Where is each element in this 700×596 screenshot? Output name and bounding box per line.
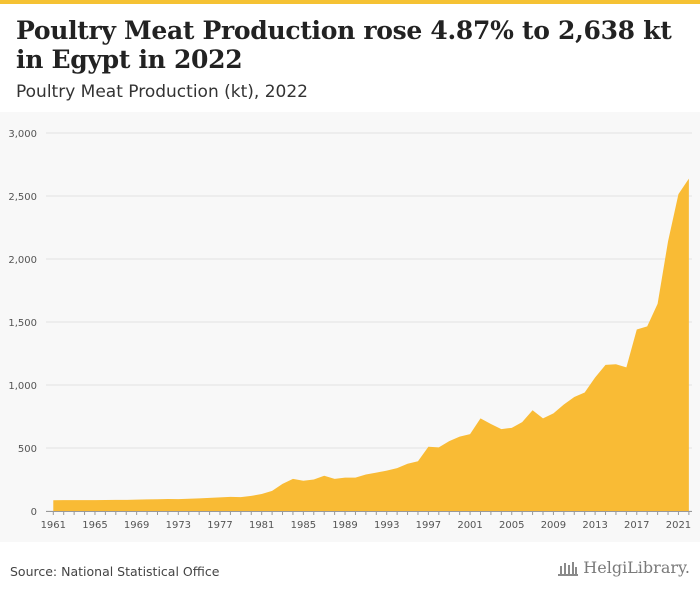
- brand-logo[interactable]: HelgiLibrary.: [557, 558, 690, 577]
- production-area: [53, 178, 689, 512]
- y-tick-label: 500: [18, 444, 37, 455]
- y-tick-label: 1,500: [8, 318, 37, 329]
- x-tick-label: 2001: [457, 520, 482, 531]
- chart-header: Poultry Meat Production rose 4.87% to 2,…: [0, 4, 700, 112]
- x-tick-label: 2013: [582, 520, 607, 531]
- x-tick-label: 1981: [249, 520, 274, 531]
- y-tick-label: 0: [31, 507, 37, 518]
- y-tick-label: 2,000: [8, 255, 37, 266]
- accent-bar: [0, 0, 700, 4]
- axes: 0 500 1,000 1,500 2,000 2,500 3,000 1961 1965 196…: [8, 129, 692, 531]
- x-tick-label: 1997: [416, 520, 441, 531]
- area-series: [53, 178, 689, 512]
- x-tick-label: 2017: [624, 520, 649, 531]
- brand-name: HelgiLibrary.: [583, 558, 690, 577]
- y-tick-label: 1,000: [8, 381, 37, 392]
- x-tick-label: 2009: [541, 520, 566, 531]
- x-tick-label: 1973: [166, 520, 191, 531]
- x-tick-label: 1993: [374, 520, 399, 531]
- x-tick-label: 1969: [124, 520, 149, 531]
- x-tick-label: 2005: [499, 520, 524, 531]
- x-tick-label: 1961: [41, 520, 66, 531]
- y-tick-label: 2,500: [8, 192, 37, 203]
- x-tick-label: 1977: [207, 520, 232, 531]
- x-tick-label: 1985: [291, 520, 316, 531]
- x-tick-label: 1965: [82, 520, 107, 531]
- chart-subtitle: Poultry Meat Production (kt), 2022: [16, 82, 308, 102]
- chart-footer: Source: National Statistical Office Helg…: [0, 542, 700, 596]
- area-chart: 0 500 1,000 1,500 2,000 2,500 3,000 1961 1965 196…: [8, 129, 692, 531]
- x-tick-label: 1989: [332, 520, 357, 531]
- y-tick-label: 3,000: [8, 129, 37, 140]
- x-tick-label: 2021: [666, 520, 691, 531]
- chart-title: Poultry Meat Production rose 4.87% to 2,…: [16, 16, 672, 74]
- chart-area: 0 500 1,000 1,500 2,000 2,500 3,000 1961 1965 196…: [0, 112, 700, 542]
- library-building-icon: [558, 561, 579, 576]
- source-note: Source: National Statistical Office: [10, 564, 220, 579]
